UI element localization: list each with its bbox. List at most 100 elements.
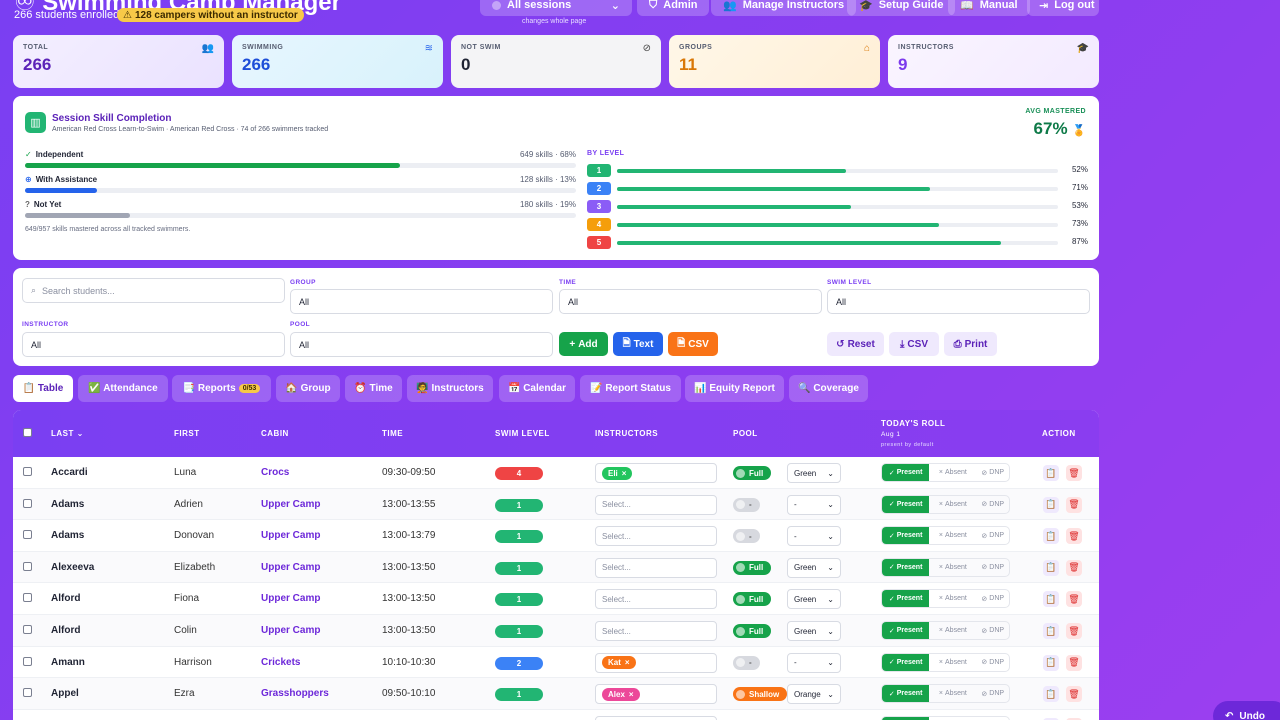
present-button[interactable]: ✓Present xyxy=(882,590,930,608)
cabin-link[interactable]: Upper Camp xyxy=(261,593,321,605)
header-first[interactable]: FIRST xyxy=(174,429,200,438)
remove-icon[interactable]: × xyxy=(628,689,634,699)
instructor-select[interactable]: Alex × xyxy=(595,684,717,705)
instructor-select[interactable]: Eli × xyxy=(595,463,717,483)
dnp-button[interactable]: ⊘DNP xyxy=(981,500,1005,509)
manual-button[interactable]: 📖 Manual xyxy=(948,0,1030,16)
trash-icon[interactable]: 🗑 xyxy=(1066,717,1082,720)
print-button[interactable]: ⎙ Print xyxy=(944,332,997,356)
row-checkbox[interactable] xyxy=(23,625,32,634)
absent-button[interactable]: ×Absent xyxy=(938,658,967,666)
row-checkbox[interactable] xyxy=(23,467,32,476)
remove-icon[interactable]: × xyxy=(621,468,627,478)
time-select[interactable]: All xyxy=(559,289,822,314)
dnp-button[interactable]: ⊘DNP xyxy=(981,627,1005,635)
report-icon[interactable]: 📋 xyxy=(1043,717,1059,720)
table-row[interactable]: Alexeeva Elizabeth Upper Camp 13:00-13:50 1 S… xyxy=(13,551,1099,584)
csv-export-button[interactable]: ⤓ CSV xyxy=(889,332,939,356)
report-icon[interactable]: 📋 xyxy=(1043,465,1059,481)
pool-select[interactable]: - ⌄ xyxy=(787,494,841,515)
trash-icon[interactable]: 🗑 xyxy=(1066,465,1082,481)
table-row[interactable]: Alford Fiona Upper Camp 13:00-13:50 1 Select.… xyxy=(13,583,1099,615)
present-button[interactable]: ✓Present xyxy=(882,622,930,639)
instructor-select[interactable]: All xyxy=(22,332,285,357)
swim-level-pill[interactable]: 1 xyxy=(495,561,543,575)
report-icon[interactable]: 📋 xyxy=(1043,623,1059,639)
text-button[interactable]: 🗎 Text xyxy=(613,332,663,356)
present-button[interactable]: ✓Present xyxy=(882,685,930,703)
group-select[interactable]: All xyxy=(290,289,553,314)
report-icon[interactable]: 📋 xyxy=(1043,591,1059,608)
tab-group[interactable]: 🏠 Group xyxy=(276,375,340,402)
trash-icon[interactable]: 🗑 xyxy=(1066,623,1082,639)
swim-level-pill[interactable]: 1 xyxy=(495,625,543,638)
table-row[interactable]: Amann Harrison Crickets 10:10-10:30 2 Kat × - - ⌄… xyxy=(13,646,1099,679)
pool-select[interactable]: Orange ⌄ xyxy=(787,684,841,705)
trash-icon[interactable]: 🗑 xyxy=(1066,559,1082,576)
header-instructors[interactable]: INSTRUCTORS xyxy=(595,429,659,438)
present-button[interactable]: ✓Present xyxy=(882,653,930,671)
instructor-select[interactable]: Select... xyxy=(595,621,717,641)
swim-level-pill[interactable]: 1 xyxy=(495,530,543,544)
swim-level-pill[interactable]: 1 xyxy=(495,498,543,512)
report-icon[interactable]: 📋 xyxy=(1043,559,1059,576)
instructor-select[interactable]: Select... xyxy=(595,526,717,547)
trash-icon[interactable]: 🗑 xyxy=(1066,654,1082,671)
trash-icon[interactable]: 🗑 xyxy=(1066,528,1082,545)
dnp-button[interactable]: ⊘DNP xyxy=(981,690,1005,698)
cabin-link[interactable]: Grasshoppers xyxy=(261,688,329,700)
present-button[interactable]: ✓Present xyxy=(882,716,930,720)
swim-level-select[interactable]: All xyxy=(827,289,1090,314)
trash-icon[interactable]: 🗑 xyxy=(1066,496,1082,513)
present-button[interactable]: ✓Present xyxy=(882,558,930,576)
tab-time[interactable]: ⏰ Time xyxy=(345,375,402,402)
present-button[interactable]: ✓Present xyxy=(882,527,930,545)
undo-button[interactable]: ↶ Undo xyxy=(1213,701,1280,720)
tab-table[interactable]: 📋 Table xyxy=(13,375,73,402)
header-last[interactable]: LAST ⌄ xyxy=(51,429,84,438)
absent-button[interactable]: ×Absent xyxy=(938,532,967,540)
swim-level-pill[interactable]: 1 xyxy=(495,688,543,702)
swim-level-pill[interactable]: 4 xyxy=(495,467,543,480)
table-row[interactable]: Adams Donovan Upper Camp 13:00-13:79 1 Select… xyxy=(13,520,1099,552)
table-row[interactable]: Appel Ezra Grasshoppers 09:50-10:10 1 Alex × Sh… xyxy=(13,678,1099,710)
absent-button[interactable]: ×Absent xyxy=(938,563,967,571)
absent-button[interactable]: ×Absent xyxy=(938,690,967,698)
row-checkbox[interactable] xyxy=(23,530,32,540)
absent-button[interactable]: ×Absent xyxy=(938,627,967,634)
dnp-button[interactable]: ⊘DNP xyxy=(981,563,1005,572)
csv-import-button[interactable]: 🗎 CSV xyxy=(668,332,718,356)
table-row[interactable]: Adams Adrien Upper Camp 13:00-13:55 1 Select.… xyxy=(13,488,1099,521)
pool-select[interactable]: - ⌄ xyxy=(787,526,841,547)
dnp-button[interactable]: ⊘DNP xyxy=(981,595,1005,603)
row-checkbox[interactable] xyxy=(23,593,32,603)
report-icon[interactable]: 📋 xyxy=(1043,496,1059,513)
cabin-link[interactable]: Crickets xyxy=(261,656,301,668)
instructor-select[interactable]: Select... xyxy=(595,589,717,610)
tab-reports[interactable]: 📑 Reports 0/53 xyxy=(172,375,271,402)
instructor-select[interactable]: Select... xyxy=(595,557,717,578)
trash-icon[interactable]: 🗑 xyxy=(1066,686,1082,703)
session-select[interactable]: All sessions ⌄ xyxy=(480,0,632,16)
tab-instructors[interactable]: 🧑‍🏫 Instructors xyxy=(407,375,493,402)
cabin-link[interactable]: Upper Camp xyxy=(261,625,321,636)
search-input[interactable]: ⌕ Search students... xyxy=(22,278,285,303)
cabin-link[interactable]: Upper Camp xyxy=(261,561,321,573)
trash-icon[interactable]: 🗑 xyxy=(1066,591,1082,608)
row-checkbox[interactable] xyxy=(23,688,32,698)
row-checkbox[interactable] xyxy=(23,498,32,508)
pool-select[interactable]: Green ⌄ xyxy=(787,621,841,641)
header-cabin[interactable]: CABIN xyxy=(261,429,289,438)
table-row[interactable]: Alford Colin Upper Camp 13:00-13:50 1 Select.… xyxy=(13,615,1099,647)
swim-level-pill[interactable]: 1 xyxy=(495,593,543,607)
dnp-button[interactable]: ⊘DNP xyxy=(981,532,1005,540)
pool-select[interactable]: Green ⌄ xyxy=(787,557,841,578)
absent-button[interactable]: ×Absent xyxy=(938,469,967,476)
absent-button[interactable]: ×Absent xyxy=(938,595,967,603)
cabin-link[interactable]: Upper Camp xyxy=(261,498,321,510)
dnp-button[interactable]: ⊘DNP xyxy=(981,469,1005,477)
manage-instructors-button[interactable]: 👥 Manage Instructors xyxy=(711,0,857,16)
instructor-select[interactable]: Select... xyxy=(595,494,717,515)
warning-badge[interactable]: ⚠ 128 campers without an instructor xyxy=(117,8,304,22)
add-button[interactable]: + Add xyxy=(559,332,608,356)
